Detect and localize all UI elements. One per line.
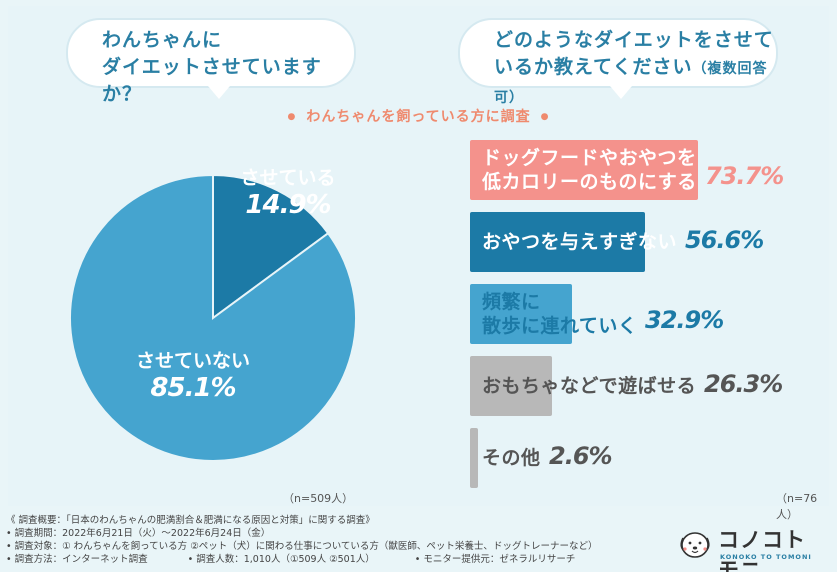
bar-label-line1: ドッグフードやおやつを [482, 147, 697, 169]
bullet-icon: ● [287, 112, 297, 122]
bar [470, 140, 699, 200]
pie-chart [69, 173, 357, 462]
question-right-line1: どのようなダイエットをさせて [494, 29, 774, 51]
bar-label-line1: おもちゃなどで遊ばせる [482, 375, 697, 397]
bar-value-label: 32.9% [645, 306, 724, 334]
subtitle-text: わんちゃんを飼っている方に調査 [306, 109, 531, 125]
bar-value-label: 73.7% [705, 162, 784, 190]
bar-value-label: 56.6% [685, 226, 764, 254]
survey-subtitle: ● わんちゃんを飼っている方に調査 ● [8, 106, 829, 126]
bar-label: ドッグフードやおやつを 低カロリーのものにする [482, 146, 697, 194]
bar [470, 356, 552, 416]
footer-method: • 調査方法：インターネット調査 [6, 554, 148, 565]
bar [470, 428, 479, 488]
chart-panel: わんちゃんに ダイエットさせていますか？ どのようなダイエットをさせて いるか教… [8, 6, 829, 521]
question-left-line2: ダイエットさせていますか？ [102, 56, 322, 105]
bubble-tail-right [610, 86, 632, 99]
logo-subtext: KONOKO TO TOMONI [720, 553, 812, 561]
bar-label: 頻繁に 散歩に連れていく [482, 290, 637, 338]
footer-count: • 調査人数：1,010人（①509人 ②501人） [187, 554, 375, 565]
footer-line1: 《 調査概要：「日本のわんちゃんの肥満割合＆肥満になる原因と対策」に関する調査》 [6, 515, 375, 526]
bar-label: おやつを与えすぎない [482, 230, 677, 254]
pie-label-dieting: させている 14.9% [228, 163, 348, 220]
question-right-line2: いるか教えてください [494, 56, 693, 78]
question-right-line2-wrap: いるか教えてください（複数回答可） [494, 54, 776, 112]
pie-label-dieting-value: 14.9% [245, 190, 331, 220]
question-bubble-right: どのようなダイエットをさせて いるか教えてください（複数回答可） [458, 18, 778, 106]
bar-value-label: 2.6% [549, 442, 613, 470]
pie-label-not-dieting: させていない 85.1% [98, 346, 288, 403]
logo-wordmark: コノコトモニ [718, 528, 806, 572]
bar-label-line1: おやつを与えすぎない [482, 231, 678, 253]
bar-sample-size: （n=76人） [776, 492, 818, 521]
footer-line4: • 調査方法：インターネット調査 • 調査人数：1,010人（①509人 ②501… [6, 553, 615, 566]
bar-label-line2: 散歩に連れていく [482, 315, 638, 337]
bar-label-line1: その他 [482, 447, 541, 469]
dog-face-icon [680, 532, 710, 558]
pie-label-dieting-name: させている [240, 167, 336, 189]
pie-slice-not-dieting [69, 173, 357, 462]
pie-label-not-dieting-value: 85.1% [150, 373, 236, 403]
footer-line3: • 調査対象：① わんちゃんを飼っている方 ②ペット（犬）に関わる仕事についてい… [6, 541, 598, 552]
bar-label: おもちゃなどで遊ばせる [482, 374, 696, 398]
bar [470, 284, 572, 344]
bar-label-line2: 低カロリーのものにする [482, 171, 697, 193]
brand-logo: コノコトモニ KONOKO TO TOMONI [676, 522, 826, 572]
question-bubble-left: わんちゃんに ダイエットさせていますか？ [66, 18, 356, 105]
bar-label-line1: 頻繁に [482, 291, 541, 313]
survey-footer: 《 調査概要：「日本のわんちゃんの肥満割合＆肥満になる原因と対策」に関する調査》… [6, 514, 615, 566]
pie-sample-size: （n=509人） [283, 492, 354, 505]
footer-provider: • モニター提供元：ゼネラルリサーチ [414, 554, 576, 565]
pie-label-not-dieting-name: させていない [135, 350, 250, 372]
bar-label: その他 [482, 446, 541, 470]
bubble-tail-left [208, 86, 230, 99]
bullet-icon: ● [540, 112, 550, 122]
question-right-note: （複数回答可） [494, 61, 768, 106]
bar [470, 212, 646, 272]
bar-value-label: 26.3% [704, 370, 783, 398]
question-left-line1: わんちゃんに [102, 29, 223, 51]
pie-slice-dieting [212, 173, 330, 320]
footer-line2: • 調査期間：2022年6月21日（火）～2022年6月24日（金） [6, 528, 271, 539]
